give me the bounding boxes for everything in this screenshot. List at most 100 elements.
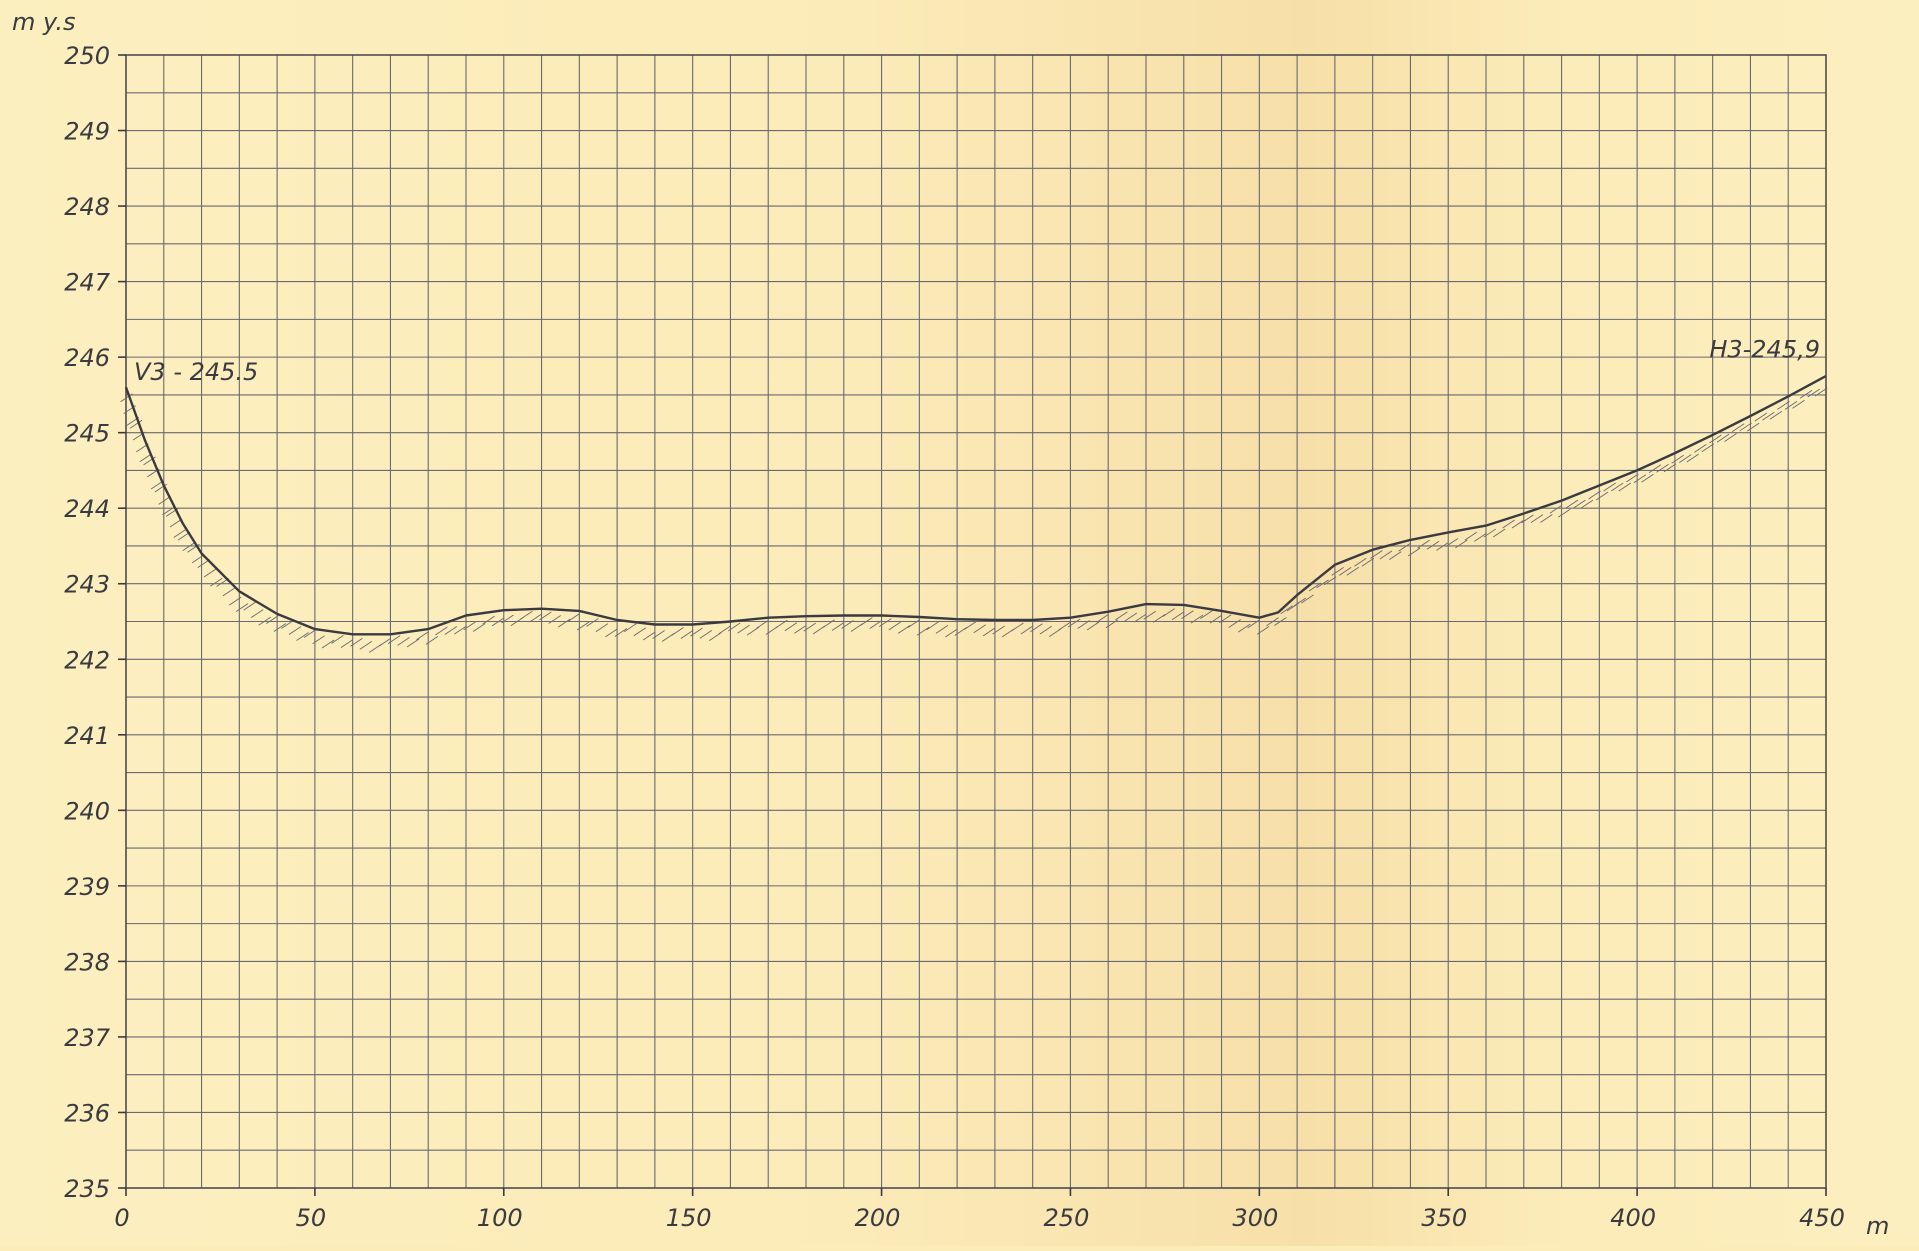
hatch-stroke: [699, 630, 713, 639]
hatch-stroke: [1143, 610, 1156, 620]
x-tick-label: 50: [296, 1204, 327, 1232]
hatch-stroke: [1633, 474, 1647, 484]
hatch-stroke: [1814, 387, 1828, 397]
x-tick-label: 0: [114, 1204, 129, 1232]
hatch-stroke: [1020, 625, 1034, 635]
hatch-stroke: [1105, 619, 1119, 629]
annotation-end: H3-245,9: [1709, 336, 1820, 364]
hatch-stroke: [907, 619, 920, 629]
hatch-stroke: [1256, 626, 1270, 635]
hatch-stroke: [359, 640, 373, 650]
y-tick-label: 239: [64, 873, 110, 901]
x-tick-label: 400: [1610, 1204, 1656, 1232]
hatch-stroke: [1247, 619, 1260, 629]
hatch-stroke: [539, 611, 552, 621]
hatch-stroke: [321, 639, 335, 649]
hatch-stroke: [191, 554, 205, 564]
hatch-stroke: [1663, 463, 1677, 473]
hatch-stroke: [1492, 528, 1506, 538]
hatch-stroke: [228, 596, 242, 606]
hatch-stroke: [1678, 454, 1692, 463]
hatch-stroke: [1558, 508, 1571, 518]
hatch-stroke: [1694, 443, 1707, 453]
hatch-stroke: [273, 623, 287, 632]
annotation-start: V3 - 245.5: [134, 358, 258, 386]
hatch-stroke: [1398, 542, 1411, 552]
hatch-stroke: [1580, 499, 1594, 509]
hatch-stroke: [1190, 614, 1204, 624]
y-tick-label: 241: [64, 722, 110, 750]
hatch-stroke: [671, 627, 684, 636]
hatch-stroke: [1331, 566, 1344, 576]
hatch-stroke: [803, 622, 816, 632]
hatch-stroke: [222, 587, 236, 597]
hatch-stroke: [1807, 388, 1820, 398]
y-tick-label: 248: [64, 193, 110, 221]
hatch-stroke: [1799, 389, 1813, 399]
hatch-stroke: [258, 616, 272, 626]
hatch-stroke: [595, 623, 609, 632]
hatch-stroke: [548, 615, 561, 624]
hatch-stroke: [1626, 473, 1639, 483]
hatch-stroke: [1308, 582, 1322, 592]
y-tick-label: 235: [64, 1175, 110, 1203]
hatch-stroke: [1588, 490, 1601, 500]
hatch-stroke: [120, 393, 133, 403]
hatch-stroke: [576, 621, 590, 631]
hatch-stroke: [1648, 464, 1662, 474]
x-axis-label: m: [1866, 1212, 1889, 1240]
hatch-stroke: [162, 506, 175, 516]
hatch-stroke: [1077, 620, 1090, 629]
hatch-stroke: [529, 613, 543, 623]
y-tick-label: 236: [64, 1099, 110, 1127]
hatch-stroke: [1656, 463, 1669, 473]
y-tick-label: 249: [64, 118, 110, 146]
hatch-stroke: [1361, 557, 1375, 567]
hatch-stroke: [1379, 550, 1393, 560]
hatch-stroke: [586, 617, 599, 627]
y-axis-label: m y.s: [12, 8, 75, 36]
hatch-stroke: [1426, 540, 1440, 550]
hatch-stroke: [340, 639, 354, 649]
hatch-stroke: [614, 628, 628, 637]
hatch-stroke: [916, 626, 930, 636]
hatch-stroke: [1739, 422, 1752, 432]
y-tick-label: 250: [64, 42, 110, 70]
hatch-stroke: [1115, 611, 1128, 621]
hatch-stroke: [463, 621, 476, 631]
y-tick-label: 244: [64, 495, 110, 523]
hatch-stroke: [1124, 612, 1138, 622]
hatch-stroke: [1502, 519, 1515, 529]
hatch-stroke: [897, 625, 911, 634]
hatch-stroke: [1610, 482, 1624, 492]
hatch-stroke: [378, 637, 391, 647]
hatch-stroke: [1603, 482, 1616, 492]
hatch-stroke: [1228, 619, 1241, 628]
hatch-stroke: [1762, 411, 1775, 421]
hatch-stroke: [303, 629, 317, 638]
hatch-stroke: [775, 619, 788, 629]
hatch-stroke: [737, 624, 750, 634]
hatch-stroke: [831, 622, 845, 631]
hatch-stroke: [1530, 514, 1544, 524]
hatch-stroke: [1436, 541, 1449, 551]
hatch-stroke: [557, 618, 571, 628]
hatch-stroke: [397, 636, 410, 646]
hatch-stroke: [605, 628, 618, 638]
hatch-stroke: [935, 625, 949, 634]
hatch-stroke: [1709, 434, 1722, 444]
hatch-stroke: [794, 625, 807, 634]
hatch-stroke: [1181, 610, 1194, 620]
hatch-stroke: [491, 617, 505, 627]
hatch-stroke: [1754, 412, 1768, 422]
hatch-stroke: [756, 619, 769, 629]
hatch-stroke: [1058, 621, 1071, 631]
hatch-stroke: [1724, 433, 1737, 442]
hatch-stroke: [1407, 547, 1421, 557]
hatch-stroke: [235, 603, 249, 612]
y-tick-label: 242: [64, 646, 110, 674]
axes: 250 249 248 247 246 245 244 243 242 241 240 239 238 2…: [64, 42, 1845, 1232]
hatch-stroke: [642, 631, 656, 641]
hatch-stroke: [690, 627, 703, 637]
